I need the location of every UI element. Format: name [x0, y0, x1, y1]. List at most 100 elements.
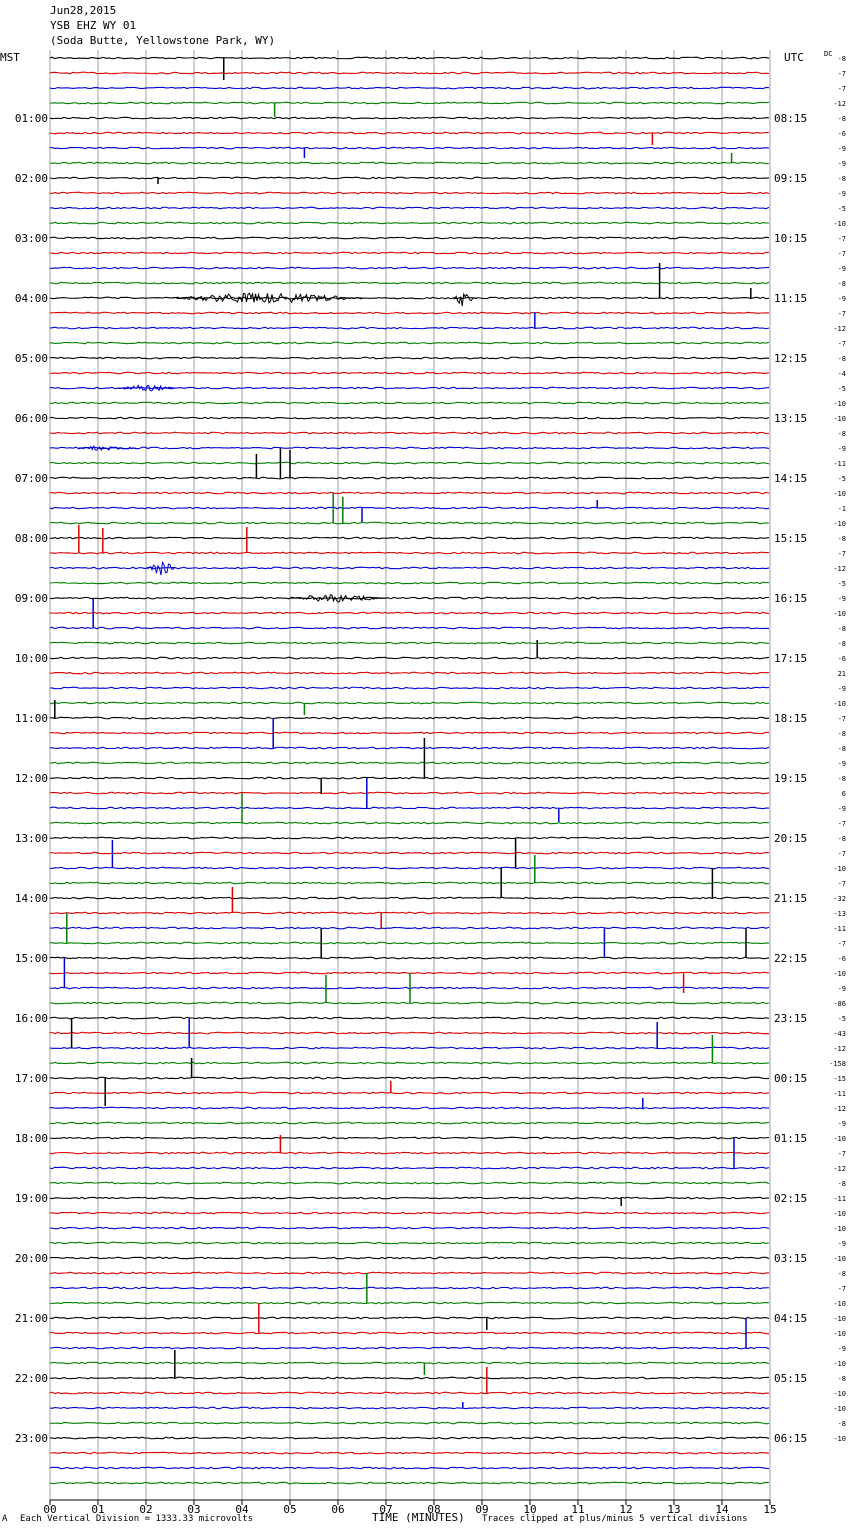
dc-offset-label: -8 [838, 430, 846, 438]
dc-offset-label: -9 [838, 595, 846, 603]
trace-line [49, 296, 770, 300]
dc-offset-label: -9 [838, 1345, 846, 1353]
trace-line [49, 851, 770, 855]
dc-offset-label: -9 [838, 445, 846, 453]
utc-time-label: 12:15 [774, 352, 807, 365]
x-tick-label: 10 [523, 1503, 536, 1516]
mst-time-label: 14:00 [15, 892, 48, 905]
x-tick-label: 05 [283, 1503, 296, 1516]
trace-line [49, 656, 770, 660]
dc-offset-label: -7 [838, 85, 846, 93]
trace-line [49, 506, 770, 510]
dc-offset-label: -8 [838, 745, 846, 753]
mst-time-label: 19:00 [15, 1192, 48, 1205]
trace-line [49, 1076, 770, 1080]
dc-offset-label: -43 [833, 1030, 846, 1038]
station-name: YSB EHZ WY 01 [50, 19, 137, 32]
trace-line [49, 161, 770, 165]
utc-time-label: 02:15 [774, 1192, 807, 1205]
trace-line [49, 266, 770, 270]
dc-offset-label: -10 [833, 400, 846, 408]
trace-line [49, 1271, 770, 1275]
trace-line [49, 1181, 770, 1185]
dc-offset-label: -7 [838, 1150, 846, 1158]
trace-line [49, 986, 770, 990]
mst-time-label: 04:00 [15, 292, 48, 305]
trace-line [49, 1316, 770, 1320]
trace-line [49, 1346, 770, 1350]
trace-line [49, 1046, 770, 1050]
trace-line [49, 1136, 770, 1140]
dc-offset-label: -7 [838, 235, 846, 243]
trace-line [49, 1451, 770, 1455]
mst-time-label: 13:00 [15, 832, 48, 845]
trace-line [49, 401, 770, 405]
utc-time-label: 06:15 [774, 1432, 807, 1445]
utc-time-label: 00:15 [774, 1072, 807, 1085]
x-tick-label: 02 [139, 1503, 152, 1516]
trace-line [49, 1421, 770, 1425]
trace-line [49, 461, 770, 465]
x-tick-label: 03 [187, 1503, 200, 1516]
label-group: 00 01 02 03 04 05 06 07 08 09 10 11 12 13 14 15 -8 -7 -7 -1… [0, 50, 846, 1516]
dc-offset-label: -10 [833, 1255, 846, 1263]
dc-offset-label: -8 [838, 1375, 846, 1383]
trace-line [49, 1061, 770, 1065]
trace-line [49, 596, 770, 600]
dc-offset-label: -8 [838, 280, 846, 288]
utc-time-label: 10:15 [774, 232, 807, 245]
dc-offset-label: -5 [838, 385, 846, 393]
trace-line [49, 446, 770, 450]
dc-offset-label: -9 [838, 685, 846, 693]
dc-offset-label: -9 [838, 265, 846, 273]
dc-offset-label: -7 [838, 880, 846, 888]
dc-offset-label: -7 [838, 850, 846, 858]
trace-line [49, 356, 770, 360]
x-tick-label: 00 [43, 1503, 56, 1516]
dc-offset-label: -12 [833, 1045, 846, 1053]
dc-offset-label: -158 [829, 1060, 846, 1068]
trace-line [49, 881, 770, 885]
dc-offset-label: -8 [838, 175, 846, 183]
trace-line [49, 311, 769, 315]
trace-line [49, 221, 769, 225]
trace-line [49, 926, 770, 930]
dc-offset-label: -7 [838, 940, 846, 948]
dc-offset-label: -8 [838, 535, 846, 543]
dc-offset-label: -11 [833, 1090, 846, 1098]
trace-line [49, 941, 770, 945]
dc-offset-label: -10 [833, 700, 846, 708]
trace-line [49, 1466, 770, 1470]
trace-line [49, 1016, 770, 1020]
utc-time-label: 22:15 [774, 952, 807, 965]
trace-line [49, 191, 770, 195]
dc-offset-label: -10 [833, 610, 846, 618]
trace-line [49, 116, 770, 120]
utc-time-label: 20:15 [774, 832, 807, 845]
mst-time-label: 23:00 [15, 1432, 48, 1445]
dc-offset-label: -7 [838, 820, 846, 828]
event-burst [78, 444, 136, 452]
dc-offset-label: -10 [833, 1435, 846, 1443]
utc-time-label: 23:15 [774, 1012, 807, 1025]
dc-offset-label: -7 [838, 250, 846, 258]
trace-line [49, 1436, 770, 1440]
dc-offset-label: -5 [838, 1015, 846, 1023]
trace-line [49, 416, 770, 420]
mst-time-label: 17:00 [15, 1072, 48, 1085]
trace-line [49, 521, 770, 525]
x-tick-label: 07 [379, 1503, 392, 1516]
x-tick-label: 15 [763, 1503, 776, 1516]
event-burst [117, 384, 175, 392]
trace-line [49, 611, 770, 615]
trace-line [49, 1241, 770, 1245]
trace-line [49, 386, 770, 390]
trace-line [49, 731, 770, 735]
trace-line [49, 1151, 770, 1155]
utc-time-label: 14:15 [774, 472, 807, 485]
trace-line [49, 1226, 770, 1230]
trace-line [49, 236, 770, 240]
trace-line [49, 716, 770, 720]
x-tick-label: 12 [619, 1503, 632, 1516]
